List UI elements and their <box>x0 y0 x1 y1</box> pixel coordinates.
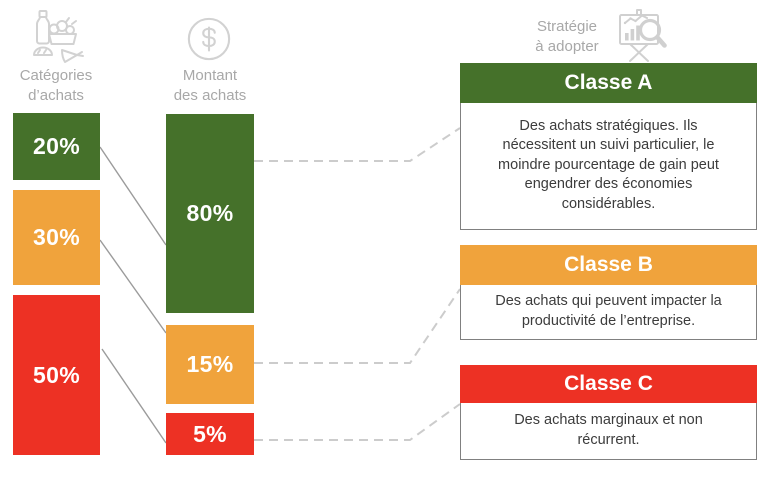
dollar-icon <box>187 17 231 61</box>
class-c-box: Classe C Des achats marginaux et non réc… <box>460 365 757 460</box>
amounts-bar-class-c: 5% <box>166 413 254 455</box>
connector-dashed-c <box>254 403 461 441</box>
class-a-box: Classe A Des achats stratégiques. Ils né… <box>460 63 757 230</box>
strategy-icon <box>619 9 667 62</box>
strategy-column-label: Stratégie à adopter <box>535 18 599 56</box>
bar-value-label: 50% <box>33 361 80 388</box>
class-b-description: Des achats qui peuvent impacter la produ… <box>495 293 722 329</box>
categories-bar-class-b: 30% <box>13 190 100 285</box>
bar-value-label: 15% <box>186 351 234 377</box>
amounts-bar-class-a: 80% <box>166 114 254 313</box>
connector-dashed-a <box>254 127 461 162</box>
class-c-title: Classe C <box>460 365 757 403</box>
groceries-icon <box>33 10 84 63</box>
categories-bar-class-c: 50% <box>13 295 100 455</box>
class-b-title: Classe B <box>460 245 757 285</box>
connector-solid-c <box>101 348 167 444</box>
bar-value-label: 80% <box>186 200 234 226</box>
connector-solid-b <box>99 239 167 334</box>
class-a-description: Des achats stratégiques. Ils nécessitent… <box>498 117 719 212</box>
class-a-title: Classe A <box>460 63 757 103</box>
connector-solid-a <box>99 146 167 246</box>
bar-value-label: 5% <box>193 420 227 447</box>
categories-bar-class-a: 20% <box>13 113 100 180</box>
amounts-bar-class-b: 15% <box>166 325 254 404</box>
bar-value-label: 30% <box>33 224 80 250</box>
connector-dashed-b <box>254 288 461 364</box>
class-b-box: Classe B Des achats qui peuvent impacter… <box>460 245 757 340</box>
amounts-column-label: Montant des achats <box>173 67 247 105</box>
bar-value-label: 20% <box>33 133 80 159</box>
class-c-description: Des achats marginaux et non récurrent. <box>514 412 703 448</box>
categories-column-label: Catégories d’achats <box>19 67 93 105</box>
